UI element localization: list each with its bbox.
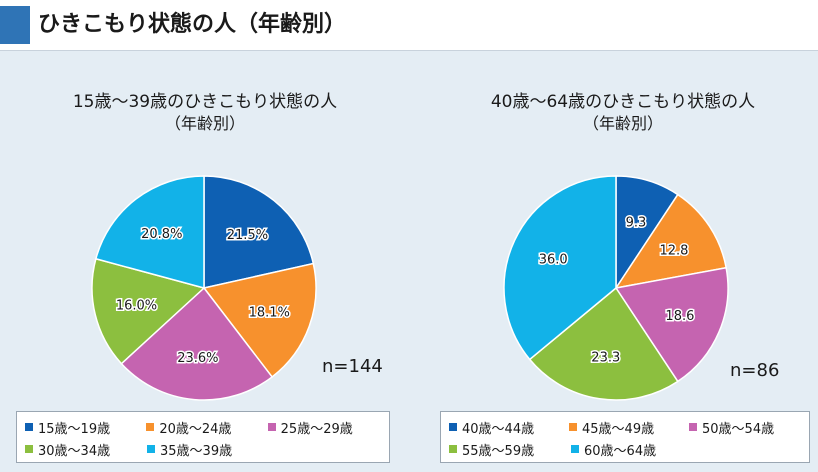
pie-data-label-3: 23.6% [177,351,218,366]
legend-swatch [146,423,155,431]
pie-data-label-4: 23.3 [591,351,620,366]
legend-label: 20歳～24歳 [159,421,232,437]
left-chart-title: 15歳～39歳のひきこもり状態の人 [72,92,338,112]
pie-slice-4 [528,286,679,401]
legend-row: 15歳～19歳 20歳～24歳 25歳～29歳 [25,416,389,438]
header-bar: ひきこもり状態の人（年齢別） [0,0,818,51]
page-title: ひきこもり状態の人（年齢別） [38,12,347,37]
legend-item: 40歳～44歳 [449,418,569,437]
pie-data-label-2: 12.8 [659,244,688,259]
legend-swatch [689,423,697,431]
legend-label: 15歳～19歳 [38,421,111,437]
left-chart-subtitle: （年齢別） [164,114,245,133]
pie-data-label-4: 16.0% [116,298,157,313]
legend-row: 30歳～34歳 35歳～39歳 [25,438,389,460]
legend-swatch [25,445,33,453]
left-pie-chart: 21.5% 18.1% 23.6% 16.0% 20.8% [91,175,317,401]
right-chart-title-block: 40歳～64歳のひきこもり状態の人 （年齢別） [438,92,808,134]
pie-slice-4 [91,257,206,365]
legend-label: 35歳～39歳 [160,443,233,459]
legend-row: 40歳～44歳 45歳～49歳 50歳～54歳 [449,416,809,438]
pie-data-label-1: 21.5% [227,228,268,243]
header-accent-bar [0,6,30,44]
legend-item: 15歳～19歳 [25,418,146,437]
legend-label: 40歳～44歳 [462,421,535,437]
left-chart-title-block: 15歳～39歳のひきこもり状態の人 （年齢別） [20,92,390,134]
legend-item: 50歳～54歳 [689,418,809,437]
legend-swatch [571,445,579,453]
legend-label: 45歳～49歳 [582,421,655,437]
legend-row: 55歳～59歳 60歳～64歳 [449,438,809,460]
pie-data-label-5: 36.0 [539,252,568,267]
pie-slice-2 [614,193,728,290]
right-chart-sample-size: n=86 [730,360,780,381]
legend-label: 55歳～59歳 [462,443,535,459]
right-chart-title: 40歳～64歳のひきこもり状態の人 [490,92,756,112]
pie-slice-3 [120,286,274,401]
legend-label: 60歳～64歳 [584,443,657,459]
legend-swatch [147,445,155,453]
pie-slice-5 [503,175,617,361]
legend-swatch [267,423,276,431]
legend-item: 55歳～59歳 [449,440,571,459]
pie-data-label-5: 20.8% [141,227,182,242]
left-chart-sample-size: n=144 [322,356,383,377]
legend-swatch [449,445,457,453]
legend-item: 60歳～64歳 [571,440,693,459]
pie-data-label-3: 18.6 [665,309,694,324]
legend-item: 25歳～29歳 [267,418,389,437]
pie-data-label-1: 9.3 [626,216,647,231]
right-chart-legend: 40歳～44歳 45歳～49歳 50歳～54歳 55歳～59歳 60歳～64歳 [440,411,810,463]
legend-label: 30歳～34歳 [38,443,111,459]
pie-slice-1 [203,175,315,289]
pie-data-label-2: 18.1% [249,306,290,321]
legend-swatch [25,423,33,431]
legend-swatch [569,423,577,431]
legend-swatch [449,423,457,431]
pie-slice-3 [614,266,729,383]
pie-slice-2 [202,262,317,378]
right-pie-chart: 9.3 12.8 18.6 23.3 36.0 [503,175,729,401]
legend-item: 30歳～34歳 [25,440,147,459]
left-chart-legend: 15歳～19歳 20歳～24歳 25歳～29歳 30歳～34歳 35歳～39歳 [16,411,390,463]
legend-item: 20歳～24歳 [146,418,267,437]
pie-slice-5 [94,175,205,289]
legend-item: 35歳～39歳 [147,440,269,459]
legend-item: 45歳～49歳 [569,418,689,437]
legend-label: 50歳～54歳 [702,421,775,437]
legend-label: 25歳～29歳 [280,421,353,437]
right-chart-subtitle: （年齢別） [582,114,663,133]
